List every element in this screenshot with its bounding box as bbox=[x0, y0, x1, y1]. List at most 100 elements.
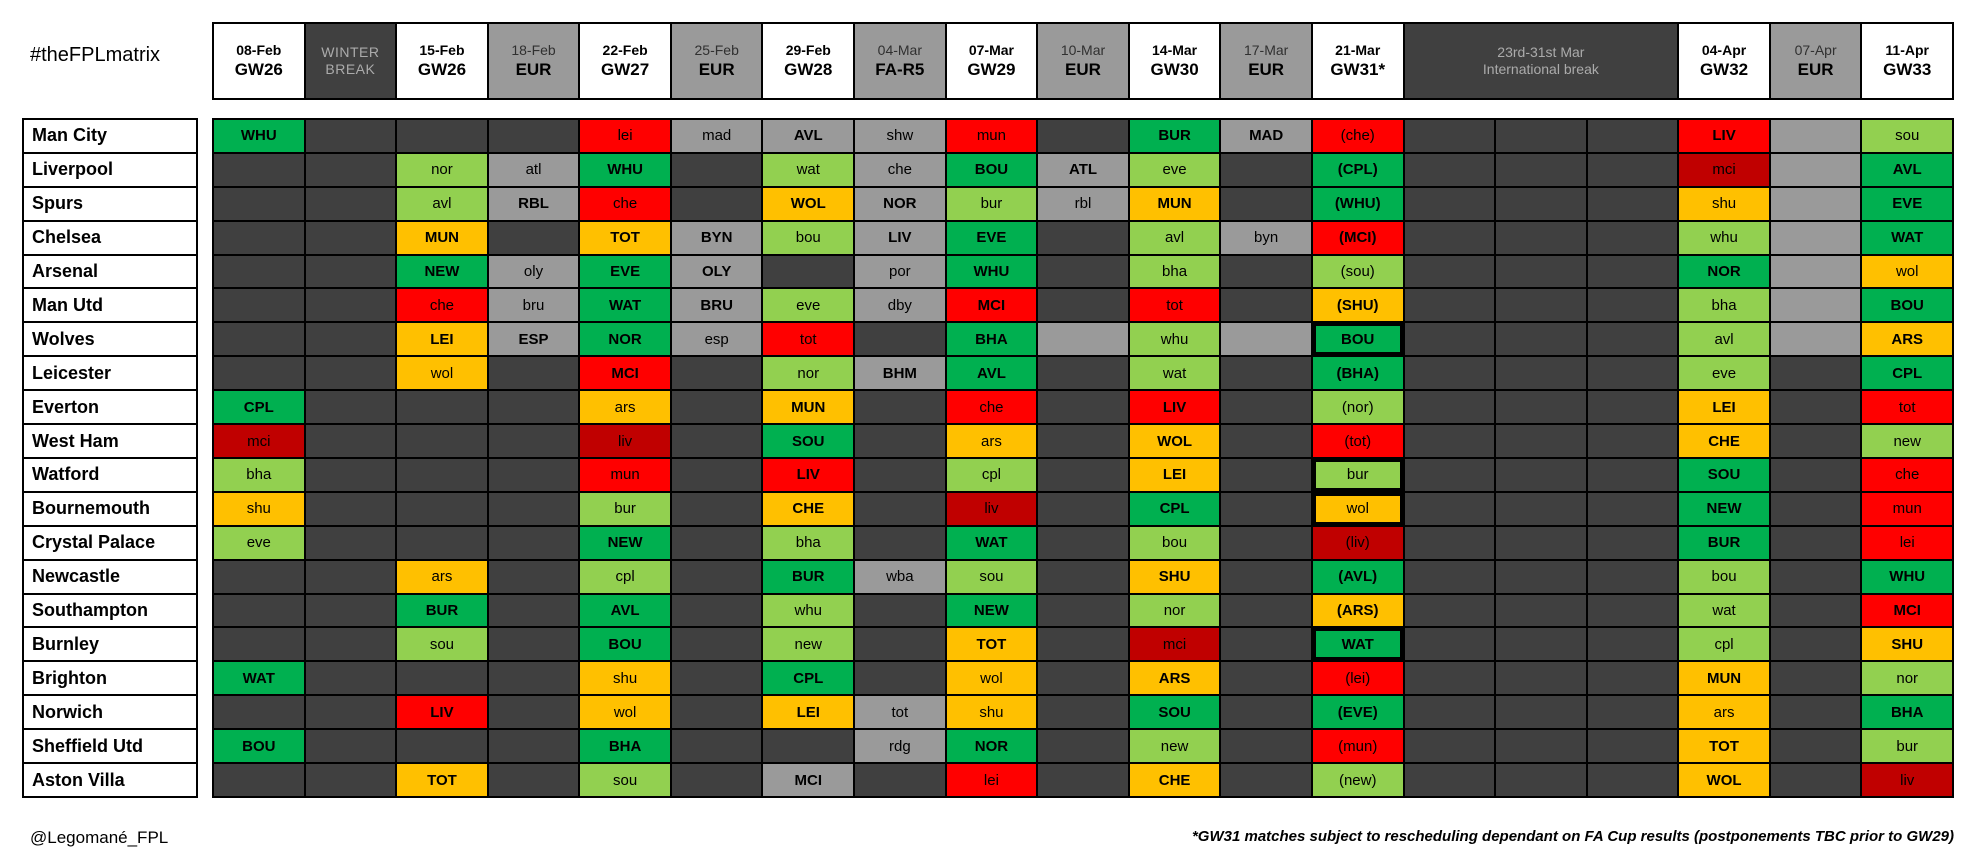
fixture-cell: (mun) bbox=[1312, 730, 1403, 763]
header-label: International break bbox=[1482, 61, 1599, 77]
empty-cell bbox=[397, 492, 487, 525]
gameweek-header-cell: 25-Feb EUR bbox=[671, 24, 762, 98]
empty-cell bbox=[1496, 255, 1586, 288]
team-label: West Ham bbox=[24, 425, 196, 457]
fixture-cell: WHU bbox=[214, 120, 304, 152]
fixture-cell: che bbox=[1862, 458, 1952, 491]
empty-cell bbox=[1770, 696, 1861, 729]
fixture-cell: BUR bbox=[1129, 120, 1220, 152]
fixture-cell: WOL bbox=[763, 187, 854, 220]
fixture-cell: BUR bbox=[763, 560, 854, 593]
fixture-cell: mun bbox=[946, 120, 1037, 152]
empty-cell bbox=[305, 764, 396, 796]
header-label: EUR bbox=[698, 60, 735, 80]
fixture-cell: eve bbox=[214, 526, 304, 559]
fixture-cell: lei bbox=[580, 120, 670, 152]
fixture-cell: LIV bbox=[855, 221, 945, 254]
fixture-cell: wol bbox=[397, 357, 487, 390]
empty-cell bbox=[671, 594, 762, 627]
empty-cell bbox=[1221, 560, 1311, 593]
gameweek-header-row: 08-Feb GW26 WINTER BREAK 15-Feb GW26 18-Feb EUR… bbox=[212, 22, 1954, 100]
empty-cell bbox=[1770, 662, 1861, 695]
fixture-cell: cpl bbox=[1679, 628, 1769, 661]
empty-cell bbox=[1404, 153, 1495, 186]
empty-cell bbox=[1770, 594, 1861, 627]
fixture-cell: WAT bbox=[580, 289, 670, 322]
empty-cell bbox=[1221, 458, 1311, 491]
empty-cell bbox=[855, 323, 945, 356]
fixture-cell: bou bbox=[763, 221, 854, 254]
empty-cell bbox=[1587, 221, 1678, 254]
fixture-cell: tot bbox=[763, 323, 854, 356]
team-label: Chelsea bbox=[24, 221, 196, 254]
empty-cell bbox=[1496, 696, 1586, 729]
empty-cell bbox=[1770, 153, 1861, 186]
fixture-cell: BUR bbox=[1679, 526, 1769, 559]
header-date: 23rd-31st Mar bbox=[1497, 43, 1585, 60]
empty-cell bbox=[397, 662, 487, 695]
fixture-cell: mci bbox=[214, 425, 304, 457]
empty-cell bbox=[1038, 560, 1128, 593]
header-date: 07-Mar bbox=[968, 41, 1014, 58]
empty-cell bbox=[1770, 120, 1861, 152]
header-label: GW33 bbox=[1883, 60, 1932, 80]
empty-cell bbox=[305, 357, 396, 390]
fixture-cell: BOU bbox=[1312, 323, 1403, 356]
empty-cell bbox=[397, 120, 487, 152]
fixture-cell: atl bbox=[488, 153, 579, 186]
fixture-cell: NEW bbox=[946, 594, 1037, 627]
empty-cell bbox=[1496, 526, 1586, 559]
fixture-cell: MCI bbox=[946, 289, 1037, 322]
fixture-cell: WOL bbox=[1129, 425, 1220, 457]
empty-cell bbox=[1587, 391, 1678, 424]
fixture-cell: whu bbox=[763, 594, 854, 627]
empty-cell bbox=[1038, 425, 1128, 457]
fixture-cell: eve bbox=[1129, 153, 1220, 186]
empty-cell bbox=[1587, 628, 1678, 661]
empty-cell bbox=[1770, 526, 1861, 559]
fixture-cell: bur bbox=[1862, 730, 1952, 763]
empty-cell bbox=[1221, 492, 1311, 525]
fixture-cell: MUN bbox=[1129, 187, 1220, 220]
empty-cell bbox=[1221, 289, 1311, 322]
fixture-cell: mun bbox=[1862, 492, 1952, 525]
empty-cell bbox=[305, 730, 396, 763]
empty-cell bbox=[1587, 696, 1678, 729]
fixture-cell: RBL bbox=[488, 187, 579, 220]
empty-cell bbox=[1770, 323, 1861, 356]
gameweek-header-cell: 15-Feb GW26 bbox=[397, 24, 487, 98]
fixture-cell: shu bbox=[580, 662, 670, 695]
fixture-cell: BUR bbox=[397, 594, 487, 627]
empty-cell bbox=[305, 187, 396, 220]
gameweek-header-cell: 11-Apr GW33 bbox=[1862, 24, 1952, 98]
fixture-cell: TOT bbox=[1679, 730, 1769, 763]
header-date: 18-Feb bbox=[511, 41, 556, 58]
fixture-cell: BHA bbox=[946, 323, 1037, 356]
empty-cell bbox=[305, 120, 396, 152]
empty-cell bbox=[1770, 764, 1861, 796]
team-label: Spurs bbox=[24, 187, 196, 220]
empty-cell bbox=[214, 289, 304, 322]
fixture-cell: BOU bbox=[1862, 289, 1952, 322]
fixture-cell: liv bbox=[580, 425, 670, 457]
fixture-cell: CPL bbox=[763, 662, 854, 695]
fixture-cell: wat bbox=[763, 153, 854, 186]
empty-cell bbox=[1038, 289, 1128, 322]
empty-cell bbox=[671, 492, 762, 525]
empty-cell bbox=[488, 458, 579, 491]
header-date: 07-Apr bbox=[1794, 41, 1837, 58]
empty-cell bbox=[397, 730, 487, 763]
empty-cell bbox=[1496, 764, 1586, 796]
fixture-cell: shu bbox=[946, 696, 1037, 729]
team-label: Sheffield Utd bbox=[24, 730, 196, 763]
empty-cell bbox=[1404, 594, 1495, 627]
fixture-cell: (AVL) bbox=[1312, 560, 1403, 593]
fixture-cell: avl bbox=[1679, 323, 1769, 356]
empty-cell bbox=[1221, 696, 1311, 729]
empty-cell bbox=[305, 323, 396, 356]
fixture-cell: BHA bbox=[580, 730, 670, 763]
empty-cell bbox=[488, 391, 579, 424]
fixture-cell: nor bbox=[763, 357, 854, 390]
fixture-cell: bha bbox=[1679, 289, 1769, 322]
